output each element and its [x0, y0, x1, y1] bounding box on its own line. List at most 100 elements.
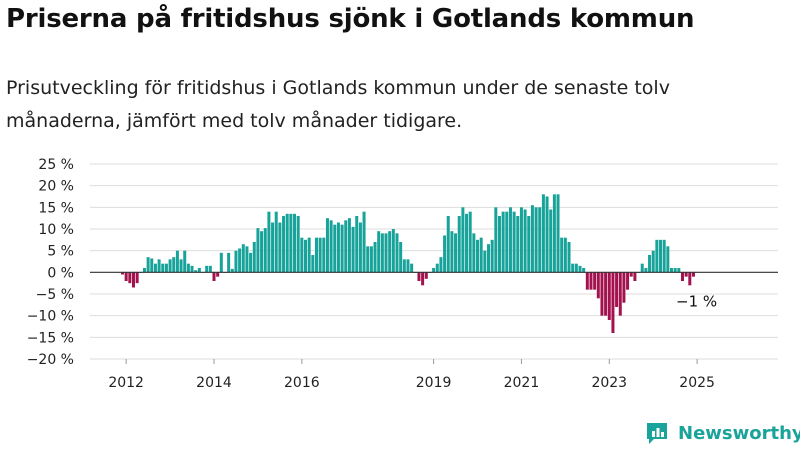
bar — [395, 233, 399, 273]
bar — [582, 268, 586, 273]
bar — [318, 237, 322, 273]
bar — [476, 239, 480, 273]
bar — [516, 216, 520, 273]
bar — [593, 272, 597, 290]
bar — [680, 272, 684, 281]
bar — [465, 213, 469, 273]
bar — [391, 229, 395, 273]
bar — [241, 244, 245, 273]
bar — [347, 218, 351, 273]
bar — [585, 272, 589, 290]
bar — [556, 194, 560, 273]
bar — [205, 265, 209, 273]
bars — [121, 194, 695, 333]
bar — [684, 272, 688, 277]
bar — [534, 207, 538, 273]
y-tick-label: −15 % — [27, 330, 74, 346]
bar — [563, 237, 567, 273]
bar — [168, 259, 172, 273]
bar — [260, 231, 264, 273]
bar — [600, 272, 604, 316]
y-tick-label: 5 % — [47, 244, 74, 260]
bar — [271, 222, 275, 273]
bar — [479, 237, 483, 273]
bar — [461, 207, 465, 273]
bar — [216, 272, 220, 277]
bar — [282, 216, 286, 273]
y-tick-label: 25 % — [38, 157, 74, 173]
bar — [157, 259, 161, 273]
bar — [629, 272, 633, 277]
bar — [333, 224, 337, 273]
bar — [677, 268, 681, 273]
bar — [673, 268, 677, 273]
bar — [234, 250, 238, 273]
y-tick-label: −10 % — [27, 309, 74, 325]
bar — [256, 228, 260, 273]
bar — [457, 216, 461, 273]
bar — [505, 211, 509, 273]
bar — [362, 211, 366, 273]
brand-name: Newsworthy — [678, 422, 800, 444]
bar — [490, 239, 494, 273]
bar — [336, 222, 340, 273]
bar — [494, 207, 498, 273]
bar — [651, 250, 655, 273]
bar — [604, 272, 608, 316]
bar — [468, 211, 472, 273]
page-title: Priserna på fritidshus sjönk i Gotlands … — [6, 4, 695, 34]
y-tick-label: 0 % — [47, 265, 74, 281]
bar — [340, 224, 344, 273]
bar — [450, 231, 454, 273]
bar — [487, 244, 490, 273]
bar — [142, 268, 146, 273]
bar — [472, 233, 476, 273]
bar — [483, 250, 487, 273]
bar — [296, 216, 300, 273]
bar — [175, 250, 179, 273]
bar — [238, 248, 242, 273]
bar — [377, 231, 381, 273]
bar — [688, 272, 692, 286]
axes: 25 % 20 % 15 % 10 % 5 % 0 % −5 % −10 % −15 % −20 … — [27, 157, 778, 391]
bar — [545, 196, 549, 273]
x-tick-label: 2014 — [196, 375, 232, 391]
bar — [124, 272, 128, 281]
bar — [325, 218, 329, 273]
y-tick-label: 10 % — [38, 222, 74, 238]
bar — [596, 272, 600, 299]
bar — [150, 258, 154, 273]
bar — [161, 263, 165, 273]
grid-lines — [90, 163, 778, 360]
bar — [344, 220, 348, 273]
bar — [618, 272, 622, 316]
bar — [179, 259, 183, 273]
bar — [164, 263, 168, 273]
bar — [121, 272, 124, 275]
bar — [443, 235, 447, 273]
bar — [633, 272, 637, 281]
bar — [615, 272, 619, 307]
page-subtitle: Prisutveckling för fritidshus i Gotlands… — [6, 77, 670, 132]
bar — [131, 272, 135, 288]
bar — [197, 268, 201, 273]
bar — [538, 207, 542, 273]
bar — [351, 226, 355, 273]
bar — [501, 211, 505, 273]
bar — [285, 213, 289, 273]
bar — [329, 220, 333, 273]
bar — [410, 263, 414, 273]
bar — [640, 263, 644, 273]
bar — [670, 268, 673, 273]
bar — [366, 246, 370, 273]
bar — [300, 237, 304, 273]
x-tick-label: 2012 — [108, 375, 144, 391]
brand-logo[interactable]: Newsworthy — [644, 420, 800, 446]
bar — [172, 257, 176, 273]
bar — [508, 207, 512, 273]
x-tick-label: 2023 — [591, 375, 627, 391]
newsworthy-logo-icon — [647, 423, 667, 444]
bar — [311, 255, 315, 273]
bar — [278, 222, 282, 273]
bar — [388, 231, 392, 273]
